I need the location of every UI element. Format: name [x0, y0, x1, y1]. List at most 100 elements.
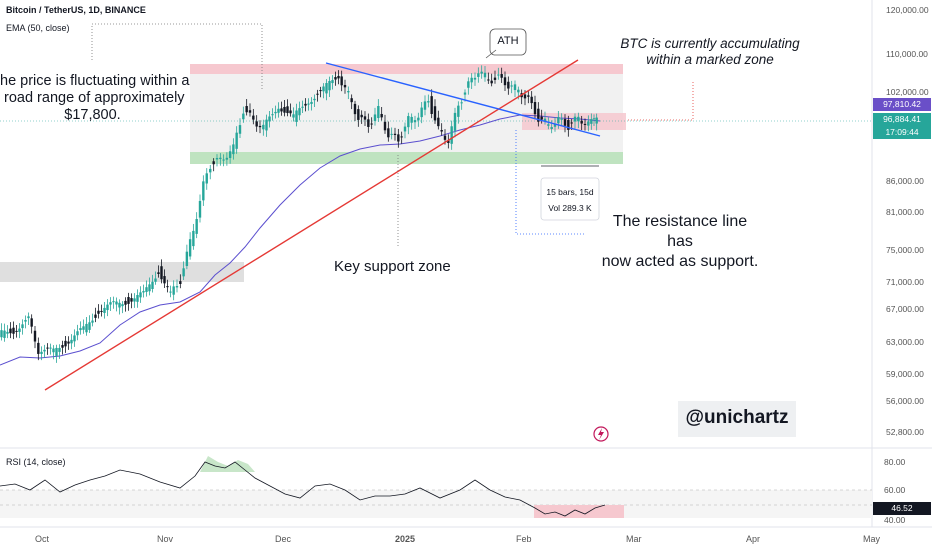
rsi-overbought-fill — [200, 456, 255, 472]
candle-body — [225, 157, 229, 160]
candle-body — [166, 286, 169, 288]
candle-body — [88, 322, 91, 330]
rsi-band — [0, 490, 872, 518]
support-zone — [190, 152, 623, 164]
candle-body — [151, 281, 154, 289]
price-axis-label: 59,000.00 — [886, 369, 924, 379]
candle-body — [497, 74, 500, 76]
candle-body — [331, 80, 334, 84]
candle-body — [447, 140, 450, 143]
candle-body — [219, 157, 222, 160]
candle-body — [222, 159, 225, 161]
candle-body — [3, 330, 6, 338]
candle-body — [322, 86, 325, 92]
candle-body — [437, 117, 440, 127]
candle-body — [433, 106, 437, 121]
candle-body — [337, 75, 340, 79]
candle-body — [33, 330, 37, 342]
candle-body — [55, 347, 58, 356]
symbol-title: Bitcoin / TetherUS, 1D, BINANCE — [6, 5, 146, 15]
candle-body — [30, 318, 33, 327]
price-axis-label: 86,000.00 — [886, 176, 924, 186]
candle-body — [175, 286, 179, 288]
candle-body — [343, 84, 347, 88]
candle-body — [258, 125, 262, 128]
candle-body — [215, 158, 219, 160]
resistance-trendline[interactable] — [325, 62, 601, 137]
candle-body — [205, 173, 208, 184]
candle-body — [295, 110, 298, 122]
time-axis-label: May — [863, 534, 881, 544]
lightning-icon[interactable] — [593, 426, 609, 442]
indicator-header[interactable]: EMA (50, close) — [6, 23, 70, 33]
candle-body — [413, 120, 417, 123]
candle-body — [523, 94, 527, 99]
price-axis-label: 81,000.00 — [886, 207, 924, 217]
candle-body — [537, 108, 540, 122]
price-axis-label: 56,000.00 — [886, 396, 924, 406]
candle-body — [212, 161, 215, 165]
watermark-box — [678, 401, 796, 437]
candle-body — [6, 331, 9, 334]
candle-body — [420, 107, 423, 118]
candle-body — [313, 98, 316, 101]
ath-callout-tail — [485, 49, 497, 59]
candle-body — [301, 106, 304, 108]
right-note-arrow — [628, 82, 694, 121]
candle-body — [292, 114, 295, 118]
candle-body — [232, 144, 235, 155]
price-axis[interactable]: 120,000.00 110,000.00 102,000.00 86,000.00 8… — [872, 0, 932, 448]
candle-body — [370, 123, 373, 125]
time-axis-label: 2025 — [395, 534, 416, 544]
candle-body — [507, 81, 510, 89]
candle-body — [179, 281, 182, 284]
candle-body — [209, 168, 212, 173]
rsi-axis-60: 60.00 — [884, 485, 906, 495]
rsi-header[interactable]: RSI (14, close) — [6, 457, 66, 467]
candle-body — [182, 268, 185, 277]
candle-body — [106, 304, 109, 311]
candle-body — [21, 324, 24, 329]
candle-body — [115, 301, 118, 305]
candle-body — [490, 80, 493, 84]
candle-body — [192, 230, 195, 247]
candle-body — [350, 98, 353, 103]
candle-body — [12, 327, 15, 334]
candle-body — [583, 123, 587, 125]
ath-label: ATH — [497, 35, 519, 47]
right-annotation: BTC is currently accumulating within a m… — [620, 36, 800, 68]
candle-body — [262, 124, 265, 130]
rsi-axis-40: 40.00 — [884, 515, 906, 525]
candle-body — [316, 93, 319, 95]
candle-body — [79, 328, 82, 331]
candle-body — [286, 106, 289, 114]
candle-body — [477, 73, 480, 77]
price-axis-label: 52,800.00 — [886, 427, 924, 437]
candle-body — [590, 119, 593, 124]
price-badge: 96,884.41 — [873, 113, 931, 126]
candle-body — [85, 323, 88, 333]
candle-body — [467, 81, 470, 88]
candle-body — [510, 85, 513, 87]
candle-body — [563, 119, 567, 126]
time-axis-label: Nov — [157, 534, 174, 544]
candle-body — [377, 106, 380, 119]
measure-volume: Vol 289.3 K — [548, 203, 592, 213]
measure-label: 15 bars, 15d Vol 289.3 K — [541, 184, 599, 216]
time-axis-label: Feb — [516, 534, 532, 544]
candle-body — [198, 200, 202, 218]
candle-body — [163, 276, 166, 284]
candle-body — [277, 108, 280, 113]
candle-body — [573, 116, 577, 122]
candle-body — [460, 102, 463, 104]
time-axis[interactable]: Oct Nov Dec 2025 Feb Mar Apr May — [0, 530, 880, 550]
resistance-zone — [190, 64, 623, 74]
candle-body — [27, 316, 30, 319]
candle-body — [373, 114, 377, 121]
rising-trendline[interactable] — [44, 59, 579, 391]
candle-body — [15, 330, 18, 332]
candle-body — [340, 76, 343, 86]
candle-body — [577, 116, 580, 122]
